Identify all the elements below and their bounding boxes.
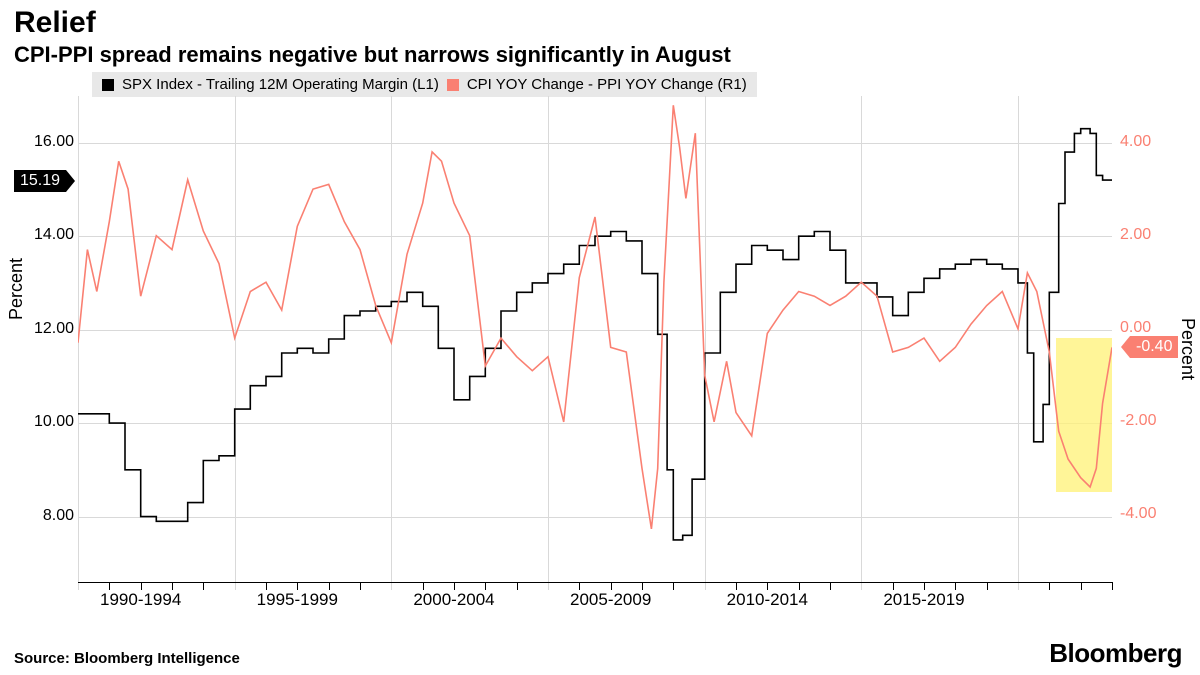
chart-legend: SPX Index - Trailing 12M Operating Margi…: [92, 72, 757, 97]
x-tick-label: 2015-2019: [864, 590, 984, 610]
x-minor-tick: [360, 582, 361, 590]
legend-label-2: CPI YOY Change - PPI YOY Change (R1): [467, 76, 747, 93]
legend-label-1: SPX Index - Trailing 12M Operating Margi…: [122, 76, 439, 93]
x-minor-tick: [924, 582, 925, 590]
x-axis-line: [78, 582, 1112, 583]
x-tick-label: 1990-1994: [81, 590, 201, 610]
x-tick-label: 1995-1999: [237, 590, 357, 610]
y-right-tick: -2.00: [1120, 412, 1190, 430]
x-tick-label: 2005-2009: [551, 590, 671, 610]
plot-area: [78, 96, 1112, 582]
x-minor-tick: [987, 582, 988, 590]
x-minor-tick: [1112, 582, 1113, 590]
x-minor-tick: [799, 582, 800, 590]
x-minor-tick: [893, 582, 894, 590]
legend-swatch-2: [447, 79, 459, 91]
y-right-tick: 4.00: [1120, 133, 1190, 151]
series-cpi-ppi: [78, 105, 1112, 529]
x-minor-tick: [642, 582, 643, 590]
x-minor-tick: [203, 582, 204, 590]
x-minor-tick: [579, 582, 580, 590]
y-right-label: Percent: [1177, 318, 1198, 380]
y-right-tick: -4.00: [1120, 505, 1190, 523]
x-minor-tick: [1081, 582, 1082, 590]
x-minor-tick: [1049, 582, 1050, 590]
x-tick-label: 2000-2004: [394, 590, 514, 610]
chart-title: Relief: [14, 6, 96, 40]
x-minor-tick: [485, 582, 486, 590]
x-minor-tick: [423, 582, 424, 590]
x-minor-tick: [517, 582, 518, 590]
y-left-tick: 16.00: [4, 133, 74, 151]
x-minor-tick: [297, 582, 298, 590]
y-left-tick: 8.00: [4, 507, 74, 525]
y-left-label: Percent: [6, 258, 27, 320]
chart-lines: [78, 96, 1112, 582]
x-minor-tick: [955, 582, 956, 590]
x-minor-tick: [266, 582, 267, 590]
current-value-badge-left: 15.19: [14, 170, 66, 192]
chart-subtitle: CPI-PPI spread remains negative but narr…: [14, 42, 731, 68]
x-minor-tick: [673, 582, 674, 590]
x-minor-tick: [611, 582, 612, 590]
chart-card: Relief CPI-PPI spread remains negative b…: [0, 0, 1200, 675]
y-left-tick: 10.00: [4, 413, 74, 431]
y-right-tick: 2.00: [1120, 226, 1190, 244]
x-minor-tick: [736, 582, 737, 590]
y-left-tick: 14.00: [4, 226, 74, 244]
legend-swatch-1: [102, 79, 114, 91]
x-minor-tick: [141, 582, 142, 590]
y-left-tick: 12.00: [4, 320, 74, 338]
current-value-badge-right: -0.40: [1130, 336, 1178, 358]
badge-left-value: 15.19: [20, 172, 60, 189]
x-tick-label: 2010-2014: [707, 590, 827, 610]
x-minor-tick: [109, 582, 110, 590]
badge-right-value: -0.40: [1136, 338, 1172, 355]
x-minor-tick: [830, 582, 831, 590]
x-minor-tick: [172, 582, 173, 590]
x-minor-tick: [767, 582, 768, 590]
source-text: Source: Bloomberg Intelligence: [14, 650, 240, 667]
x-minor-tick: [329, 582, 330, 590]
x-minor-tick: [454, 582, 455, 590]
brand-logo: Bloomberg: [1049, 638, 1182, 669]
